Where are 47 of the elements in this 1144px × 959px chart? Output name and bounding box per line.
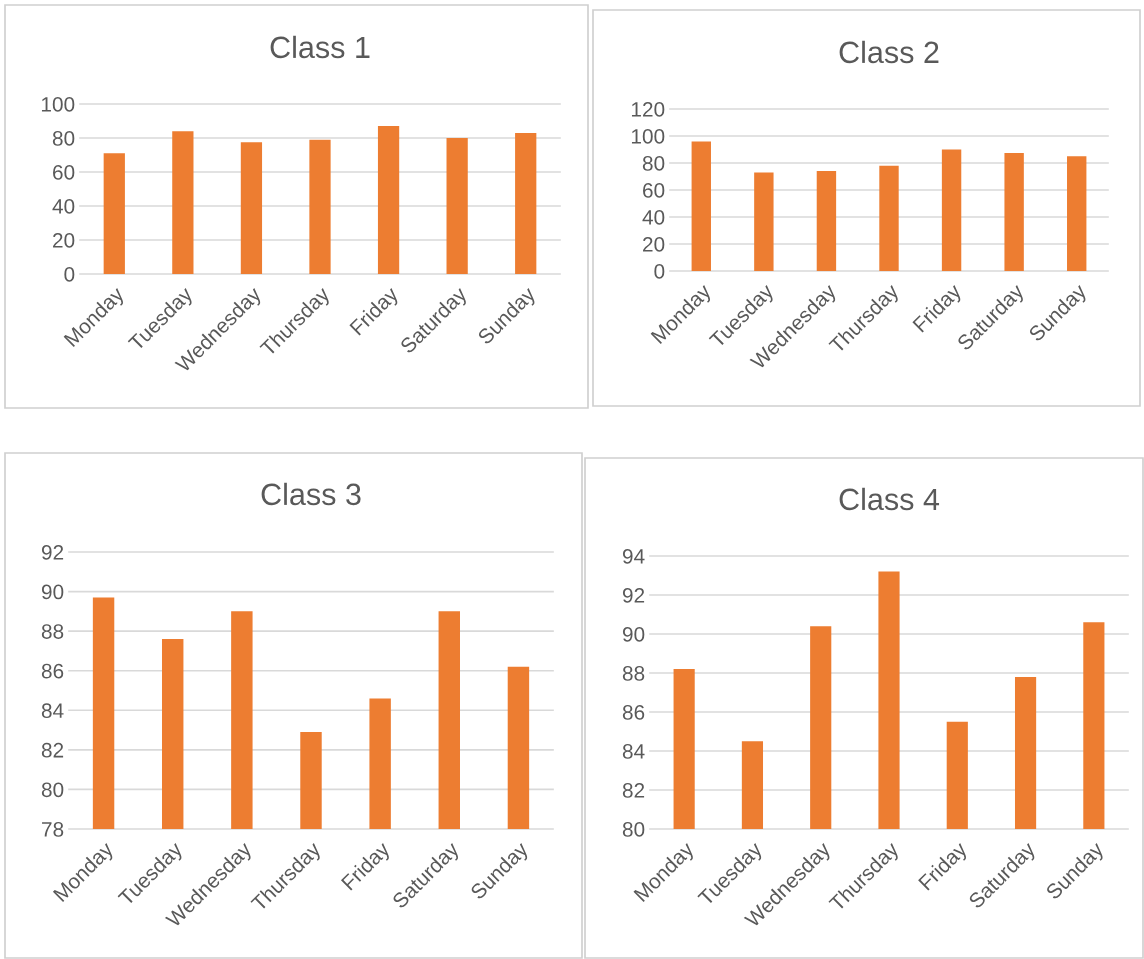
chart-title: Class 1: [270, 35, 370, 59]
y-tick-label: 120: [631, 102, 665, 117]
y-tick-label: 100: [631, 129, 665, 144]
y-tick-label: 88: [622, 666, 645, 681]
y-tick-label: 92: [41, 545, 64, 560]
y-tick-label: 20: [643, 237, 665, 252]
y-tick-label: 0: [654, 264, 665, 279]
y-tick-label: 60: [53, 165, 75, 180]
y-tick-label: 84: [622, 744, 645, 759]
y-tick-label: 20: [53, 233, 75, 248]
y-tick-label: 90: [41, 584, 64, 600]
bar: [1004, 152, 1024, 271]
bar: [754, 172, 774, 271]
chart-title: Class 3: [261, 482, 361, 506]
y-tick-label: 82: [41, 742, 64, 758]
bar: [941, 149, 962, 271]
y-tick-label: 90: [622, 627, 645, 642]
y-tick-label: 82: [622, 783, 645, 798]
bar: [879, 165, 899, 271]
bar: [446, 138, 468, 274]
y-tick-label: 80: [642, 156, 665, 171]
bar: [103, 153, 125, 274]
y-tick-label: 86: [41, 663, 64, 679]
y-tick-label: 84: [41, 703, 64, 719]
y-tick-label: 94: [622, 549, 645, 564]
y-tick-label: 0: [64, 267, 75, 282]
y-tick-label: 80: [52, 131, 75, 146]
y-tick-label: 100: [41, 97, 75, 112]
chart-title: Class 2: [839, 40, 939, 64]
y-tick-label: 78: [42, 822, 64, 837]
bar: [1067, 156, 1087, 271]
y-tick-label: 88: [41, 624, 64, 639]
bar: [816, 171, 837, 271]
bar: [309, 139, 331, 274]
bar: [515, 132, 537, 274]
y-tick-label: 40: [642, 210, 665, 225]
y-tick-label: 80: [622, 822, 645, 837]
bar: [172, 131, 194, 274]
y-tick-label: 92: [622, 588, 645, 603]
bar: [377, 126, 400, 274]
y-tick-label: 86: [622, 705, 645, 720]
chart-title: Class 4: [839, 487, 940, 511]
bar: [240, 142, 263, 274]
bar: [691, 141, 711, 271]
y-tick-label: 40: [52, 199, 75, 214]
y-tick-label: 60: [643, 183, 665, 198]
y-tick-label: 80: [41, 782, 64, 798]
